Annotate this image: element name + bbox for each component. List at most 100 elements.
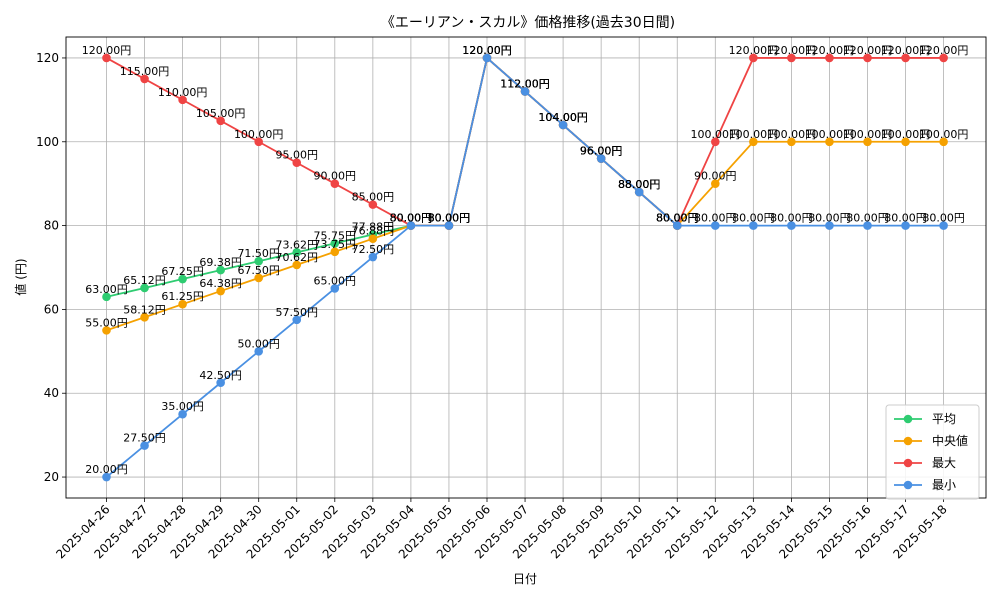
data-label: 64.38円 bbox=[199, 277, 242, 290]
data-point bbox=[254, 273, 263, 283]
data-point bbox=[178, 299, 187, 309]
data-point bbox=[254, 347, 263, 356]
data-point bbox=[711, 137, 720, 147]
data-label: 80.00円 bbox=[922, 212, 965, 225]
data-label: 76.88円 bbox=[352, 225, 395, 238]
data-point bbox=[368, 252, 378, 262]
data-point bbox=[901, 53, 910, 63]
data-label: 88.00円 bbox=[618, 178, 661, 191]
data-point bbox=[292, 158, 302, 168]
data-label: 120.00円 bbox=[729, 44, 779, 57]
data-label: 72.50円 bbox=[352, 243, 395, 256]
data-labels: 63.00円65.12円67.25円69.38円71.50円73.62円75.7… bbox=[82, 44, 969, 476]
data-label: 61.25円 bbox=[161, 290, 204, 303]
data-label: 63.00円 bbox=[85, 283, 128, 296]
data-label: 80.00円 bbox=[846, 212, 889, 225]
data-point bbox=[863, 221, 872, 230]
data-point bbox=[102, 326, 111, 335]
chart-title: 《エーリアン・スカル》価格推移(過去30日間) bbox=[381, 15, 675, 31]
y-tick-label: 100 bbox=[36, 135, 59, 149]
data-label: 100.00円 bbox=[691, 128, 741, 141]
data-label: 88.00円 bbox=[618, 178, 661, 191]
data-label: 96.00円 bbox=[580, 145, 623, 158]
data-point bbox=[254, 137, 263, 147]
data-label: 70.62円 bbox=[276, 251, 319, 264]
data-label: 80.00円 bbox=[808, 212, 851, 225]
data-point bbox=[672, 221, 682, 230]
data-label: 35.00円 bbox=[161, 400, 204, 413]
data-point bbox=[102, 292, 111, 302]
data-point bbox=[596, 154, 606, 163]
data-label: 112.00円 bbox=[500, 77, 550, 90]
data-label: 100.00円 bbox=[881, 128, 931, 141]
data-point bbox=[749, 137, 758, 147]
data-label: 120.00円 bbox=[919, 44, 969, 57]
legend-entry: 中央値 bbox=[932, 433, 968, 448]
y-tick-label: 40 bbox=[44, 386, 59, 400]
data-point bbox=[558, 120, 568, 130]
data-point bbox=[520, 87, 530, 96]
data-label: 80.00円 bbox=[390, 212, 433, 225]
data-label: 71.50円 bbox=[237, 247, 280, 260]
data-label: 104.00円 bbox=[538, 111, 588, 124]
data-point bbox=[178, 409, 187, 419]
data-label: 95.00円 bbox=[276, 149, 319, 162]
legend-entry: 最大 bbox=[932, 456, 956, 470]
data-label: 120.00円 bbox=[82, 44, 132, 57]
data-label: 120.00円 bbox=[462, 44, 512, 57]
y-tick-label: 60 bbox=[44, 302, 59, 316]
data-label: 120.00円 bbox=[462, 44, 512, 57]
data-point bbox=[330, 247, 340, 257]
data-label: 88.00円 bbox=[618, 178, 661, 191]
data-label: 96.00円 bbox=[580, 145, 623, 158]
data-label: 80.00円 bbox=[428, 212, 471, 225]
data-label: 100.00円 bbox=[767, 128, 817, 141]
data-label: 65.00円 bbox=[314, 274, 357, 287]
data-point bbox=[939, 221, 948, 230]
data-label: 80.00円 bbox=[732, 212, 775, 225]
data-point bbox=[178, 95, 187, 105]
legend-box bbox=[885, 404, 980, 500]
data-label: 90.00円 bbox=[314, 170, 357, 183]
data-point bbox=[939, 137, 948, 147]
data-point bbox=[939, 53, 948, 63]
data-point bbox=[749, 221, 758, 230]
data-label: 80.00円 bbox=[656, 212, 699, 225]
data-label: 80.00円 bbox=[428, 212, 471, 225]
series-group bbox=[102, 53, 948, 482]
data-label: 112.00円 bbox=[500, 77, 550, 90]
y-tick-label: 80 bbox=[44, 219, 59, 233]
data-label: 80.00円 bbox=[884, 212, 927, 225]
data-point bbox=[863, 53, 872, 63]
data-point bbox=[102, 472, 111, 482]
data-point bbox=[140, 441, 149, 450]
data-label: 80.00円 bbox=[428, 212, 471, 225]
data-point bbox=[863, 137, 872, 147]
data-label: 20.00円 bbox=[85, 463, 128, 476]
data-label: 80.00円 bbox=[428, 212, 471, 225]
data-label: 120.00円 bbox=[462, 44, 512, 57]
data-point bbox=[825, 221, 834, 230]
data-point bbox=[216, 286, 225, 296]
data-point bbox=[825, 53, 834, 63]
data-label: 100.00円 bbox=[919, 128, 969, 141]
data-label: 96.00円 bbox=[580, 145, 623, 158]
data-label: 57.50円 bbox=[276, 306, 319, 319]
data-point bbox=[749, 53, 758, 63]
data-label: 27.50円 bbox=[123, 432, 166, 445]
data-point bbox=[140, 74, 149, 84]
data-label: 115.00円 bbox=[120, 65, 170, 78]
data-point bbox=[292, 248, 302, 257]
data-label: 96.00円 bbox=[580, 145, 623, 158]
y-axis-label: 値 (円) bbox=[13, 258, 28, 295]
data-label: 100.00円 bbox=[729, 128, 779, 141]
data-point bbox=[787, 53, 796, 63]
legend-entry: 平均 bbox=[932, 412, 956, 426]
data-label: 80.00円 bbox=[770, 212, 813, 225]
data-point bbox=[216, 378, 225, 388]
data-point bbox=[330, 284, 340, 293]
data-label: 85.00円 bbox=[352, 191, 395, 204]
